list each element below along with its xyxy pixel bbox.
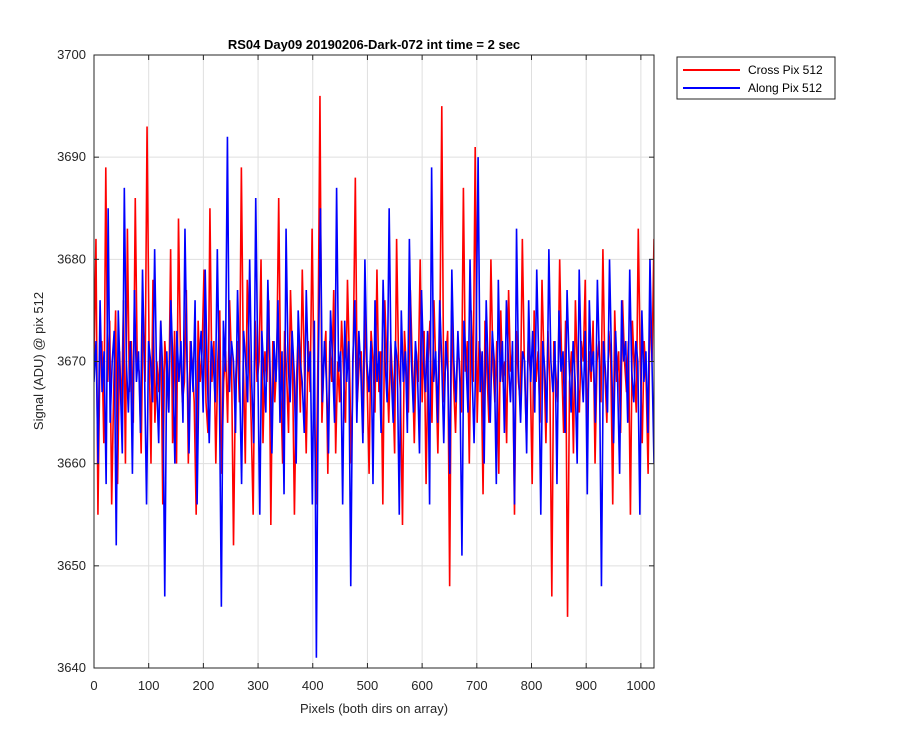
y-tick-label: 3670 — [57, 354, 86, 369]
x-tick-label: 100 — [138, 678, 160, 693]
x-tick-label: 900 — [575, 678, 597, 693]
y-tick-label: 3650 — [57, 558, 86, 573]
chart-title: RS04 Day09 20190206-Dark-072 int time = … — [228, 37, 520, 52]
x-tick-label: 0 — [90, 678, 97, 693]
x-tick-label: 500 — [357, 678, 379, 693]
x-axis-label: Pixels (both dirs on array) — [300, 701, 448, 716]
x-tick-label: 600 — [411, 678, 433, 693]
y-tick-label: 3640 — [57, 660, 86, 675]
legend-label-along: Along Pix 512 — [748, 81, 822, 95]
axis-ticks: 0 100 200 300 400 500 600 700 800 900 1000 3640 3650… — [57, 47, 655, 693]
x-tick-label: 400 — [302, 678, 324, 693]
x-tick-label: 200 — [193, 678, 215, 693]
series-group — [94, 95, 654, 658]
legend: Cross Pix 512 Along Pix 512 — [676, 56, 836, 100]
x-tick-label: 700 — [466, 678, 488, 693]
x-tick-label: 1000 — [626, 678, 655, 693]
y-tick-label: 3660 — [57, 456, 86, 471]
y-tick-label: 3700 — [57, 47, 86, 62]
x-tick-label: 300 — [247, 678, 269, 693]
y-axis-label: Signal (ADU) @ pix 512 — [31, 292, 46, 430]
legend-box — [676, 56, 836, 100]
legend-label-cross: Cross Pix 512 — [748, 63, 823, 77]
x-tick-label: 800 — [521, 678, 543, 693]
series-line-along-pix-512 — [94, 136, 654, 658]
y-tick-label: 3690 — [57, 149, 86, 164]
y-tick-label: 3680 — [57, 251, 86, 266]
